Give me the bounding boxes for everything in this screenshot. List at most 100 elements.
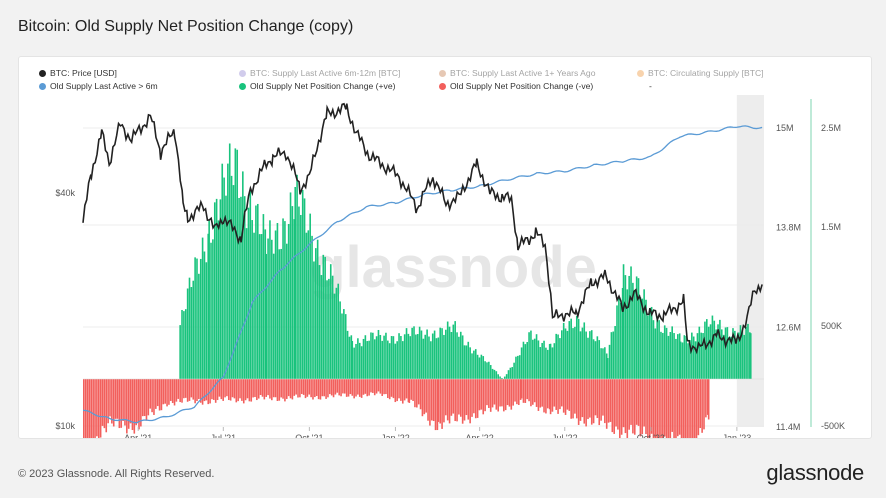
positive-bar (210, 242, 212, 379)
negative-bar (412, 379, 414, 402)
positive-bar (704, 321, 706, 379)
positive-bar (602, 348, 604, 379)
y-left-tick-1: $10k (55, 421, 75, 431)
negative-bar (111, 379, 113, 424)
negative-bar (118, 379, 121, 429)
positive-bar (225, 195, 227, 379)
negative-bar (138, 379, 140, 430)
negative-bar (667, 379, 670, 438)
positive-bar (624, 275, 627, 379)
negative-bar (272, 379, 275, 398)
positive-bar (630, 266, 632, 379)
positive-bar (489, 365, 492, 379)
negative-bar (120, 379, 123, 428)
negative-bar (706, 379, 709, 415)
positive-bar (329, 264, 332, 379)
negative-bar (355, 379, 357, 397)
negative-bar (168, 379, 170, 405)
negative-bar (611, 379, 614, 433)
positive-bar (265, 253, 268, 379)
positive-bar (205, 262, 208, 379)
negative-bar (680, 379, 683, 438)
negative-bar (308, 379, 311, 395)
negative-bar (551, 379, 554, 412)
legend-item-0[interactable]: BTC: Price [USD] (39, 67, 117, 79)
legend-item-6[interactable]: Old Supply Net Position Change (-ve) (439, 80, 593, 92)
positive-bar (375, 336, 378, 379)
positive-bar (594, 341, 597, 379)
negative-bar (456, 379, 458, 422)
legend-item-2[interactable]: BTC: Supply Last Active 1+ Years Ago (439, 67, 595, 79)
positive-bar (388, 343, 391, 379)
negative-bar (596, 379, 599, 419)
positive-bar (741, 330, 744, 379)
negative-bar (555, 379, 557, 410)
negative-bar (329, 379, 331, 395)
negative-bar (248, 379, 251, 402)
negative-bar (271, 379, 273, 401)
positive-bar (681, 342, 684, 379)
negative-bar (388, 379, 391, 400)
positive-bar (238, 197, 240, 379)
negative-bar (330, 379, 333, 396)
positive-bar (709, 324, 712, 379)
positive-bar (600, 348, 602, 379)
negative-bar (114, 379, 117, 419)
negative-bar (302, 379, 305, 395)
negative-bar (129, 379, 132, 424)
positive-bar (183, 311, 185, 379)
positive-bar (596, 336, 599, 379)
negative-bar (564, 379, 567, 415)
negative-bar (336, 379, 339, 393)
legend-item-4[interactable]: Old Supply Last Active > 6m (39, 80, 158, 92)
negative-bar (186, 379, 189, 402)
positive-bar (696, 333, 699, 379)
negative-bar (486, 379, 488, 406)
positive-bar (212, 239, 214, 379)
positive-bar (282, 218, 284, 379)
positive-bar (318, 265, 321, 379)
negative-bar (482, 379, 485, 415)
negative-bar (463, 379, 466, 421)
negative-bar (458, 379, 460, 415)
legend-item-3[interactable]: BTC: Circulating Supply [BTC] (637, 67, 764, 79)
negative-bar (476, 379, 479, 418)
positive-bar (735, 338, 738, 379)
negative-bar (198, 379, 200, 399)
positive-bar (350, 335, 353, 379)
legend-item-1[interactable]: BTC: Supply Last Active 6m-12m [BTC] (239, 67, 400, 79)
legend-item-7[interactable]: - (649, 80, 652, 92)
positive-bar (707, 326, 710, 379)
positive-bar (495, 371, 498, 379)
positive-bar (671, 326, 673, 379)
negative-bar (688, 379, 690, 438)
negative-bar (675, 379, 677, 438)
negative-bar (259, 379, 262, 396)
positive-bar (298, 206, 300, 379)
positive-bar (610, 332, 613, 379)
negative-bar (491, 379, 494, 408)
negative-bar (250, 379, 253, 402)
positive-bar (465, 345, 468, 379)
positive-bar (647, 315, 649, 379)
positive-bar (551, 347, 554, 379)
chart-title: Bitcoin: Old Supply Net Position Change … (18, 18, 354, 35)
chart-svg: glassnode Apr '21 Jul '21 Oct '21 Jan '22 Apr… (55, 95, 845, 438)
negative-bar (252, 379, 254, 398)
negative-bar (92, 379, 94, 438)
negative-bar (357, 379, 359, 395)
negative-bar (96, 379, 98, 437)
negative-bar (179, 379, 181, 403)
negative-bar (317, 379, 320, 400)
positive-bar (557, 334, 559, 379)
legend-dot-icon (39, 83, 46, 90)
legend-item-5[interactable]: Old Supply Net Position Change (+ve) (239, 80, 395, 92)
positive-bar (499, 376, 501, 379)
positive-bar (497, 374, 499, 379)
negative-bar (543, 379, 545, 413)
negative-bar (516, 379, 518, 405)
positive-bar (271, 239, 273, 379)
negative-bar (375, 379, 378, 394)
negative-bar (548, 379, 551, 410)
positive-bar (621, 287, 624, 379)
